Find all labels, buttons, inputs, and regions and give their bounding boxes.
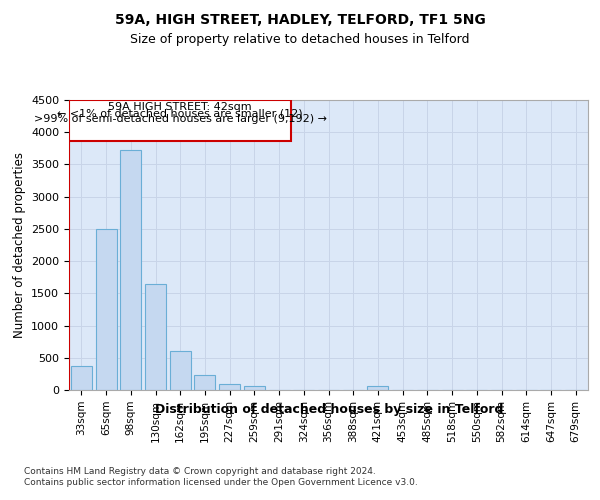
- Text: Size of property relative to detached houses in Telford: Size of property relative to detached ho…: [130, 32, 470, 46]
- Bar: [145, 284, 166, 390]
- Text: ← <1% of detached houses are smaller (12): ← <1% of detached houses are smaller (12…: [58, 108, 303, 118]
- Text: 59A HIGH STREET: 42sqm: 59A HIGH STREET: 42sqm: [109, 102, 252, 112]
- Text: Contains HM Land Registry data © Crown copyright and database right 2024.
Contai: Contains HM Land Registry data © Crown c…: [24, 468, 418, 487]
- Bar: [120, 150, 141, 390]
- Bar: [95, 229, 116, 390]
- Bar: [367, 386, 388, 390]
- Text: Distribution of detached houses by size in Telford: Distribution of detached houses by size …: [155, 402, 503, 415]
- Bar: [244, 386, 265, 390]
- Bar: [170, 352, 191, 390]
- Bar: [69, 100, 292, 140]
- Y-axis label: Number of detached properties: Number of detached properties: [13, 152, 26, 338]
- Bar: [194, 374, 215, 390]
- Bar: [71, 366, 92, 390]
- Text: 59A, HIGH STREET, HADLEY, TELFORD, TF1 5NG: 59A, HIGH STREET, HADLEY, TELFORD, TF1 5…: [115, 12, 485, 26]
- Text: >99% of semi-detached houses are larger (9,192) →: >99% of semi-detached houses are larger …: [34, 114, 327, 124]
- Bar: [219, 384, 240, 390]
